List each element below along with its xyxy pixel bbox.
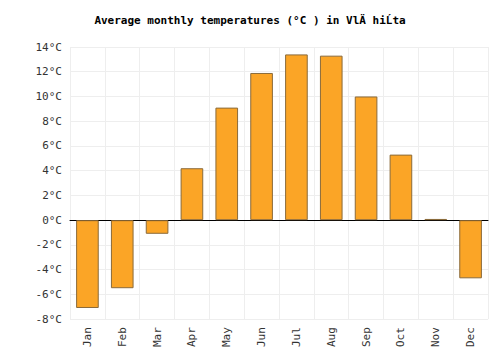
svg-text:-6°C: -6°C (36, 288, 63, 301)
svg-text:2°C: 2°C (42, 189, 62, 202)
svg-text:4°C: 4°C (42, 164, 62, 177)
svg-text:10°C: 10°C (36, 90, 63, 103)
svg-text:12°C: 12°C (36, 65, 63, 78)
svg-text:Jun: Jun (255, 327, 268, 347)
svg-text:6°C: 6°C (42, 139, 62, 152)
svg-text:Dec: Dec (464, 327, 477, 347)
svg-text:14°C: 14°C (36, 41, 63, 54)
svg-text:Oct: Oct (394, 327, 407, 347)
svg-text:Feb: Feb (116, 327, 129, 347)
svg-text:Average monthly temperatures (: Average monthly temperatures (°C ) in Vl… (94, 13, 405, 27)
svg-text:Sep: Sep (360, 327, 373, 347)
svg-text:-2°C: -2°C (36, 238, 63, 251)
svg-text:Jul: Jul (290, 327, 303, 347)
svg-text:0°C: 0°C (42, 214, 62, 227)
svg-text:-4°C: -4°C (36, 263, 63, 276)
svg-text:Aug: Aug (325, 327, 338, 347)
svg-text:Nov: Nov (429, 327, 442, 347)
svg-text:8°C: 8°C (42, 115, 62, 128)
svg-text:Jan: Jan (81, 327, 94, 347)
svg-text:-8°C: -8°C (36, 313, 63, 326)
svg-text:May: May (220, 327, 233, 347)
svg-text:Mar: Mar (151, 327, 164, 347)
svg-text:Apr: Apr (185, 327, 198, 347)
